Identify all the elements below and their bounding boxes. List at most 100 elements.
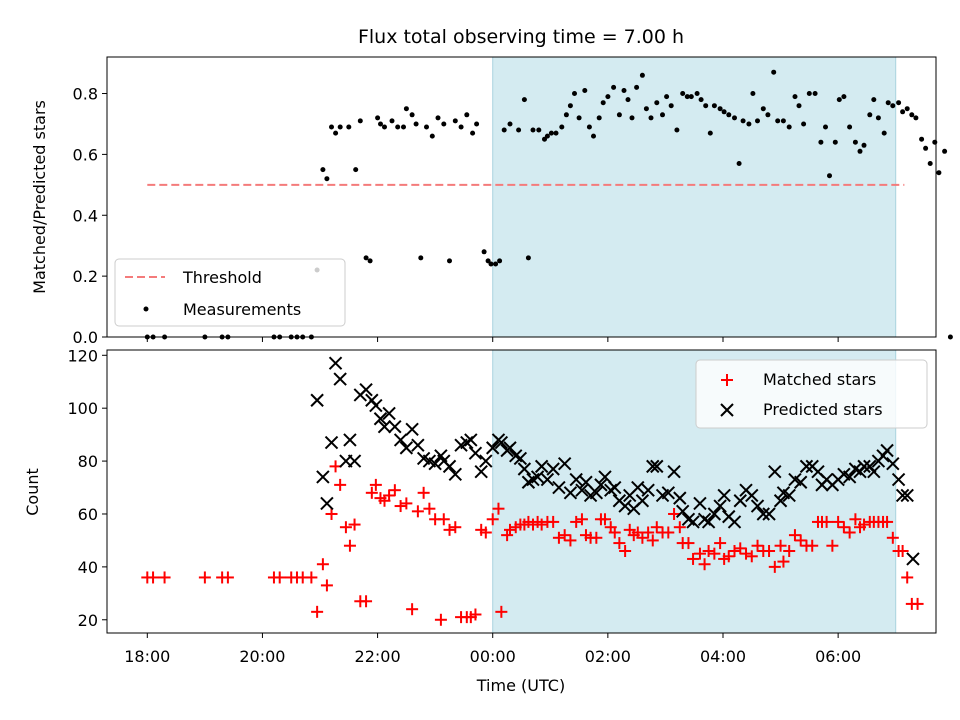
measurement-point (904, 106, 910, 112)
measurement-point (867, 112, 873, 118)
top-y-tick-label: 0.0 (73, 328, 98, 347)
measurement-point (435, 115, 441, 121)
measurement-point (470, 130, 476, 136)
measurement-point (664, 94, 670, 100)
matched-star-point (650, 521, 663, 534)
top-legend-box (114, 258, 346, 327)
predicted-star-point (667, 464, 681, 479)
measurement-point (684, 94, 690, 100)
measurement-point (827, 173, 832, 179)
matched-star-point (320, 579, 333, 592)
measurement-point (698, 97, 704, 103)
measurement-point (403, 106, 409, 112)
matched-star-point (849, 513, 862, 526)
predicted-star-point (886, 457, 900, 471)
bottom-legend: Matched stars Predicted stars (695, 359, 928, 429)
measurement-point (452, 118, 458, 124)
chart-title: Flux total observing time = 7.00 h (358, 26, 684, 48)
measurement-point (890, 103, 896, 109)
predicted-star-point (608, 480, 622, 495)
matched-star-point (383, 489, 396, 502)
matched-star-point (642, 526, 655, 539)
measurement-point (660, 112, 665, 118)
matched-star-point (702, 545, 715, 558)
predicted-star-point (717, 488, 731, 503)
measurement-point (586, 124, 592, 130)
predicted-star-point (563, 486, 578, 500)
measurement-point (801, 121, 807, 127)
matched-legend-swatch (721, 374, 733, 386)
matched-star-point (443, 523, 456, 536)
matched-star-point (687, 552, 700, 565)
predicted-star-point (333, 372, 347, 386)
matched-star-point (503, 523, 516, 536)
measurement-point (909, 112, 915, 118)
predicted-star-point (393, 433, 408, 447)
predicted-star-point (867, 464, 881, 479)
top-panel: 0.00.20.40.60.8 Matched/Predicted stars … (30, 56, 953, 347)
predicted-star-point (464, 433, 478, 447)
matched-star-point (646, 534, 659, 547)
predicted-star-point (650, 459, 664, 474)
measurement-point (563, 112, 569, 118)
matched-star-point (325, 507, 338, 520)
x-tick-label: 04:00 (700, 647, 746, 666)
measurement-point (382, 124, 387, 130)
matched-star-point (763, 545, 776, 558)
matched-star-point (820, 515, 833, 528)
matched-star-point (339, 521, 352, 534)
predicted-star-point (411, 438, 425, 452)
matched-star-point (348, 518, 361, 531)
measurement-point (367, 258, 373, 264)
measurement-point (881, 130, 887, 136)
predicted-star-point (530, 470, 545, 484)
matched-star-point (360, 595, 373, 608)
measurement-point (337, 124, 343, 130)
matched-star-point (479, 526, 492, 539)
measurement-point (755, 118, 760, 124)
predicted-star-point (773, 494, 788, 508)
measurement-point (493, 261, 499, 267)
observing-span-shade-top (492, 56, 897, 338)
matched-star-point (570, 515, 583, 528)
predicted-star-point (569, 472, 583, 487)
matched-star-point (668, 507, 681, 520)
measurement-point (740, 118, 746, 124)
matched-star-point (896, 545, 909, 558)
predicted-star-point (540, 472, 555, 487)
measurement-point (441, 121, 447, 127)
bottom-plot-frame (106, 349, 937, 634)
predicted-star-point (474, 464, 488, 479)
top-y-tick-label: 0.2 (73, 267, 98, 286)
measurement-point (401, 124, 406, 130)
predicted-star-point (320, 496, 334, 511)
matched-star-point (449, 521, 462, 534)
measurement-point (694, 91, 700, 96)
x-tick-label: 22:00 (355, 647, 401, 666)
measurement-point (796, 103, 802, 109)
matched-star-point (495, 605, 508, 618)
top-y-tick-label: 0.4 (73, 206, 98, 225)
matched-star-point (547, 515, 560, 528)
predicted-star-point (328, 356, 343, 370)
matched-star-point (619, 545, 632, 558)
matched-star-point (693, 547, 706, 560)
measurement-point (424, 124, 429, 130)
predicted-star-point (842, 470, 857, 484)
predicted-star-point (594, 478, 608, 492)
measurement-point (572, 91, 577, 96)
predicted-star-point (641, 483, 655, 497)
matched-star-point (777, 555, 790, 568)
matched-star-point (158, 571, 171, 584)
predicted-star-point (686, 515, 700, 529)
predicted-legend-label: Predicted stars (763, 400, 883, 419)
matched-star-point (728, 545, 741, 558)
measurement-point (932, 139, 938, 145)
matched-star-point (788, 529, 801, 542)
measurement-point (611, 84, 617, 90)
predicted-star-point (618, 499, 632, 513)
matched-star-point (832, 515, 845, 528)
measurement-point (896, 100, 902, 106)
predicted-star-point (377, 419, 392, 434)
measurement-point (806, 91, 812, 96)
